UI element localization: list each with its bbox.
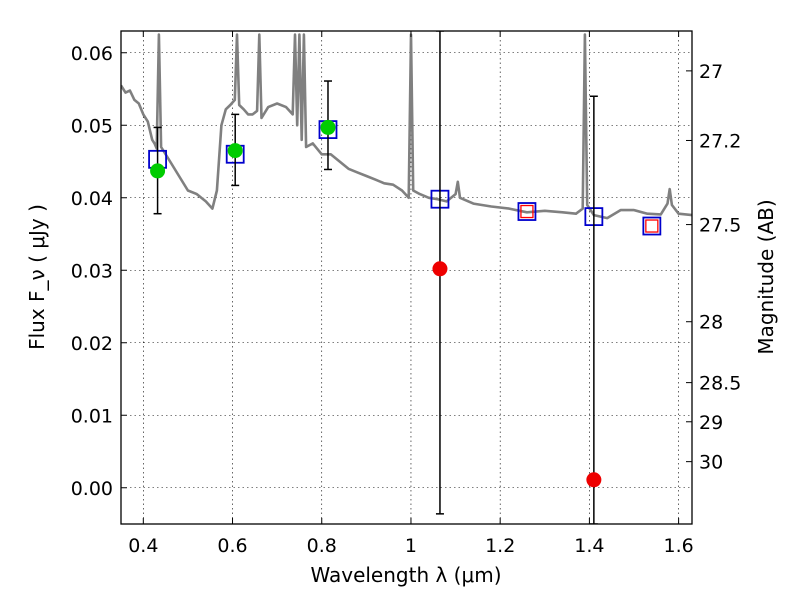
red-square-marker (645, 219, 659, 233)
right-tick-label: 27 (699, 61, 723, 83)
detection-point (320, 119, 336, 135)
right-tick-labels: 27 27.2 27.5 28 28.5 29 30 (699, 61, 741, 474)
y-axis-label-left: Flux F_ν ( μJy ) (25, 204, 49, 350)
model-photometry-square (642, 216, 662, 236)
right-tick-label: 30 (699, 452, 723, 474)
y-tick-label: 0.05 (71, 115, 113, 137)
detection-point (150, 163, 166, 179)
right-tick-label: 28.5 (699, 373, 741, 395)
y-tick-label: 0.06 (71, 43, 113, 65)
x-axis-label: Wavelength λ (μm) (310, 563, 501, 587)
plot-area (121, 31, 692, 524)
y-tick-label: 0.02 (71, 333, 113, 355)
non-detection-point (586, 472, 602, 488)
model-photometry-square (517, 202, 537, 221)
x-tick-label: 1.2 (485, 535, 515, 557)
x-tick-label: 0.8 (307, 535, 337, 557)
y-tick-label: 0.03 (71, 260, 113, 282)
right-tick-label: 27.5 (699, 215, 741, 237)
y-tick-label: 0.04 (71, 188, 113, 210)
y-tick-labels: 0.00 0.01 0.02 0.03 0.04 0.05 0.06 (71, 43, 113, 500)
x-tick-label: 1.6 (664, 535, 694, 557)
red-square-marker (520, 204, 534, 219)
detection-point (227, 143, 243, 159)
y-axis-label-right: Magnitude (AB) (754, 199, 778, 354)
right-tick-label: 28 (699, 312, 723, 334)
y-tick-label: 0.01 (71, 405, 113, 427)
plot-background (121, 31, 692, 524)
right-tick-label: 29 (699, 412, 723, 434)
axis-ticks (121, 31, 692, 524)
x-tick-label: 1 (405, 535, 417, 557)
x-tick-label: 1.4 (574, 535, 604, 557)
model-sed-line (121, 33, 692, 220)
plot-frame (120, 30, 693, 525)
non-detection-point (432, 261, 448, 277)
x-tick-labels: 0.4 0.6 0.8 1 1.2 1.4 1.6 (128, 535, 694, 557)
x-tick-label: 0.4 (128, 535, 158, 557)
y-tick-label: 0.00 (71, 478, 113, 500)
right-tick-label: 27.2 (699, 130, 741, 152)
x-tick-label: 0.6 (217, 535, 247, 557)
